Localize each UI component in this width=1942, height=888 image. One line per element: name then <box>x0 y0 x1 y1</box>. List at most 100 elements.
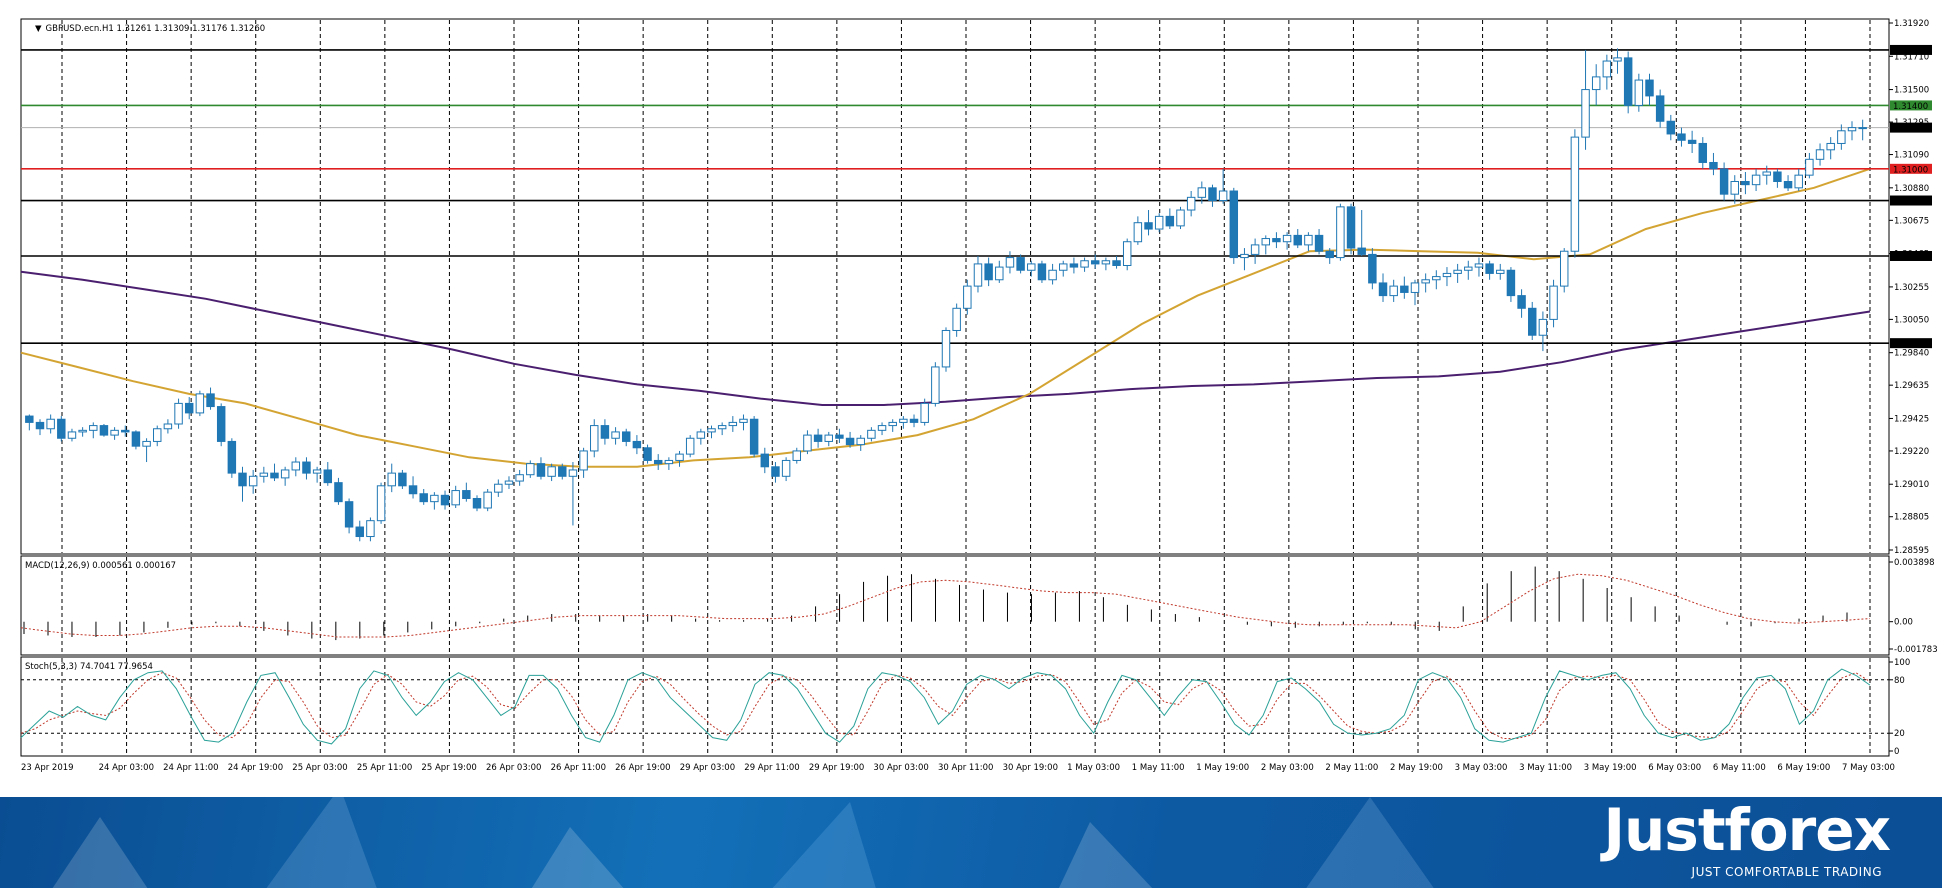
candle-bearish <box>1037 263 1047 281</box>
price-tick-label: 1.28595 <box>1894 546 1929 556</box>
candle-bullish <box>366 520 375 538</box>
candle-bullish <box>110 429 119 436</box>
price-level-label: 1.30800 <box>1893 197 1928 207</box>
candle-bearish <box>643 447 652 461</box>
candle-bearish <box>440 494 450 506</box>
price-tick-label: 1.30050 <box>1894 315 1929 325</box>
candle-bullish <box>1805 158 1814 176</box>
candle-bullish <box>1154 215 1164 230</box>
candle-bearish <box>622 431 631 442</box>
candle-bearish <box>408 485 418 495</box>
candle-bearish <box>1325 250 1334 259</box>
candle-bullish <box>1218 190 1228 202</box>
candle-bullish <box>675 453 684 461</box>
candle-bullish <box>781 459 791 477</box>
macd-signal-path <box>20 573 1871 638</box>
candle-bearish <box>1090 260 1100 265</box>
stochastic-signal-line <box>20 672 1871 739</box>
candle-bullish <box>888 421 897 427</box>
candle-bearish <box>1368 253 1377 284</box>
candle-bearish <box>472 497 482 509</box>
candle-bullish <box>259 472 269 477</box>
candle-bullish <box>1282 234 1292 243</box>
candle-bearish <box>302 461 311 474</box>
candle-bullish <box>920 402 929 423</box>
stochastic-lines <box>20 668 1871 745</box>
candle-bullish <box>1549 285 1558 320</box>
price-level-tag <box>1890 338 1932 349</box>
brand-banner <box>0 797 1942 888</box>
candle-bearish <box>57 418 66 439</box>
price-tick-label: 1.31090 <box>1894 151 1929 161</box>
candle-bearish <box>813 434 823 442</box>
price-level-label: 1.31400 <box>1893 102 1928 112</box>
candle-bullish <box>1410 282 1420 293</box>
banner-shape <box>1300 797 1440 888</box>
macd-axis: 0.003898 0.00 -0.001783 <box>1889 558 1938 655</box>
symbol-info[interactable]: ▼ GBPUSD.ecn.H1 1.31261 1.31309 1.31176 1… <box>35 24 265 34</box>
candle-bullish <box>739 418 748 423</box>
candle-bearish <box>238 472 247 487</box>
stochastic-tick-label: 100 <box>1894 658 1910 668</box>
candle-bullish <box>1122 241 1132 266</box>
chart-canvas: 1.31750 1.31400 1.31260 1.31000 1.30800 1.304… <box>20 18 1938 773</box>
time-tick-label: 6 May 11:00 <box>1713 763 1766 773</box>
candle-bullish <box>1133 222 1143 243</box>
candle-bearish <box>835 434 844 439</box>
time-tick-label: 6 May 03:00 <box>1648 763 1701 773</box>
time-tick-label: 30 Apr 19:00 <box>1003 763 1058 773</box>
price-level-tag <box>1890 195 1932 206</box>
candle-bearish <box>1623 57 1633 106</box>
candle-bearish <box>845 437 855 446</box>
candle-bullish <box>1176 209 1185 227</box>
stochastic-tick-label: 80 <box>1894 676 1905 686</box>
candle-bearish <box>206 393 215 408</box>
candle-bearish <box>1783 180 1793 189</box>
banner-shape <box>40 817 160 888</box>
candle-bearish <box>1016 257 1025 271</box>
candle-bullish <box>1304 234 1313 246</box>
candle-bearish <box>1773 171 1782 182</box>
candle-bullish <box>1538 318 1548 336</box>
candle-bearish <box>760 453 770 468</box>
moving-average-slow <box>20 270 1871 406</box>
candlesticks <box>25 48 1867 542</box>
candle-bearish <box>984 263 993 281</box>
candle-bullish <box>1442 272 1452 278</box>
candle-bullish <box>312 469 322 474</box>
stochastic-pane: 100 80 20 0 Stoch(5,3,3) 74.7041 77.9654 <box>20 656 1910 757</box>
candle-bullish <box>1847 127 1857 132</box>
time-tick-label: 29 Apr 19:00 <box>809 763 864 773</box>
candle-bullish <box>1613 57 1622 62</box>
brand-logo[interactable]: Justforex <box>1603 796 1891 864</box>
candle-bullish <box>1101 260 1111 265</box>
candle-bearish <box>1165 215 1175 227</box>
candle-bullish <box>1559 250 1569 287</box>
candle-bearish <box>600 425 610 439</box>
candle-bullish <box>1048 269 1057 281</box>
macd-tick-label: -0.001783 <box>1894 645 1938 655</box>
candle-bullish <box>1432 276 1441 281</box>
candle-bullish <box>1762 171 1771 176</box>
candle-bullish <box>696 431 706 439</box>
candle-bearish <box>1293 234 1302 246</box>
candle-bullish <box>504 480 514 485</box>
candle-bullish <box>590 425 599 452</box>
candle-bearish <box>1506 269 1516 297</box>
candle-bullish <box>291 461 301 471</box>
candle-bearish <box>398 472 407 487</box>
candle-bullish <box>153 428 162 442</box>
time-tick-label: 7 May 03:00 <box>1842 763 1895 773</box>
time-tick-label: 3 May 19:00 <box>1584 763 1637 773</box>
candle-bullish <box>1826 142 1835 151</box>
candle-bullish <box>78 429 87 433</box>
candle-bearish <box>1069 263 1079 268</box>
price-pane: 1.31750 1.31400 1.31260 1.31000 1.30800 1.304… <box>20 18 1932 556</box>
price-tick-label: 1.28805 <box>1894 513 1929 523</box>
candle-bearish <box>1517 295 1526 309</box>
macd-title: MACD(12,26,9) 0.000561 0.000167 <box>25 561 176 571</box>
candle-bullish <box>280 469 290 479</box>
candle-bearish <box>632 440 642 449</box>
candle-bearish <box>749 418 759 455</box>
time-tick-label: 3 May 11:00 <box>1519 763 1572 773</box>
